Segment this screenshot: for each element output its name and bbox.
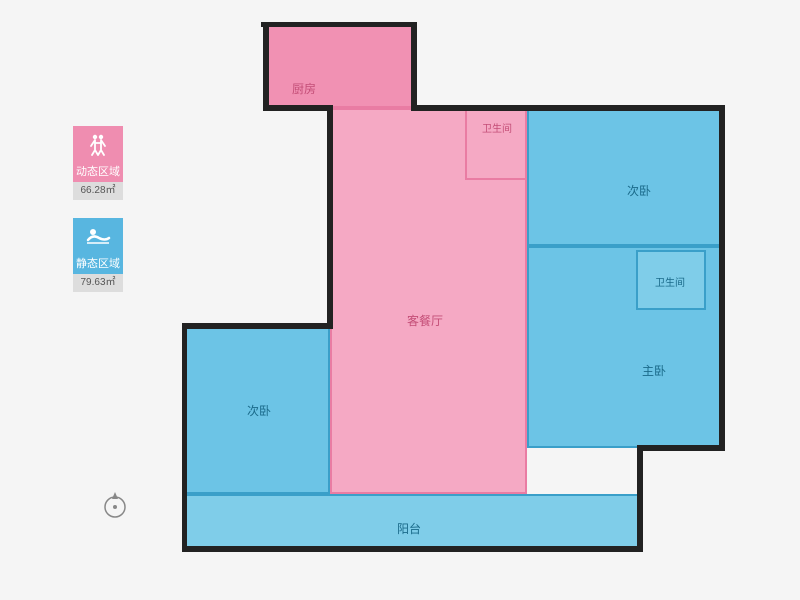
compass-icon bbox=[100, 490, 130, 525]
dynamic-zone-label: 动态区域 bbox=[73, 162, 123, 182]
room-bedroom2a bbox=[527, 108, 722, 246]
dynamic-zone-value: 66.28㎡ bbox=[73, 182, 123, 200]
label-bath1: 卫生间 bbox=[482, 120, 512, 135]
label-kitchen: 厨房 bbox=[292, 80, 316, 97]
floor-plan: 厨房 卫生间 客餐厅 次卧 卫生间 主卧 次卧 阳台 bbox=[182, 22, 752, 572]
label-master: 主卧 bbox=[642, 362, 666, 379]
label-bedroom2a: 次卧 bbox=[627, 182, 651, 199]
legend-static: 静态区域 79.63㎡ bbox=[68, 218, 128, 292]
room-kitchen bbox=[264, 22, 414, 108]
static-zone-label: 静态区域 bbox=[73, 254, 123, 274]
static-zone-icon bbox=[73, 218, 123, 254]
legend-panel: 动态区域 66.28㎡ 静态区域 79.63㎡ bbox=[68, 126, 128, 310]
label-bedroom2b: 次卧 bbox=[247, 402, 271, 419]
label-balcony: 阳台 bbox=[397, 520, 421, 537]
dynamic-zone-icon bbox=[73, 126, 123, 162]
legend-dynamic: 动态区域 66.28㎡ bbox=[68, 126, 128, 200]
label-living: 客餐厅 bbox=[407, 312, 443, 329]
room-bath1 bbox=[465, 108, 527, 180]
label-bath2: 卫生间 bbox=[655, 274, 685, 289]
static-zone-value: 79.63㎡ bbox=[73, 274, 123, 292]
